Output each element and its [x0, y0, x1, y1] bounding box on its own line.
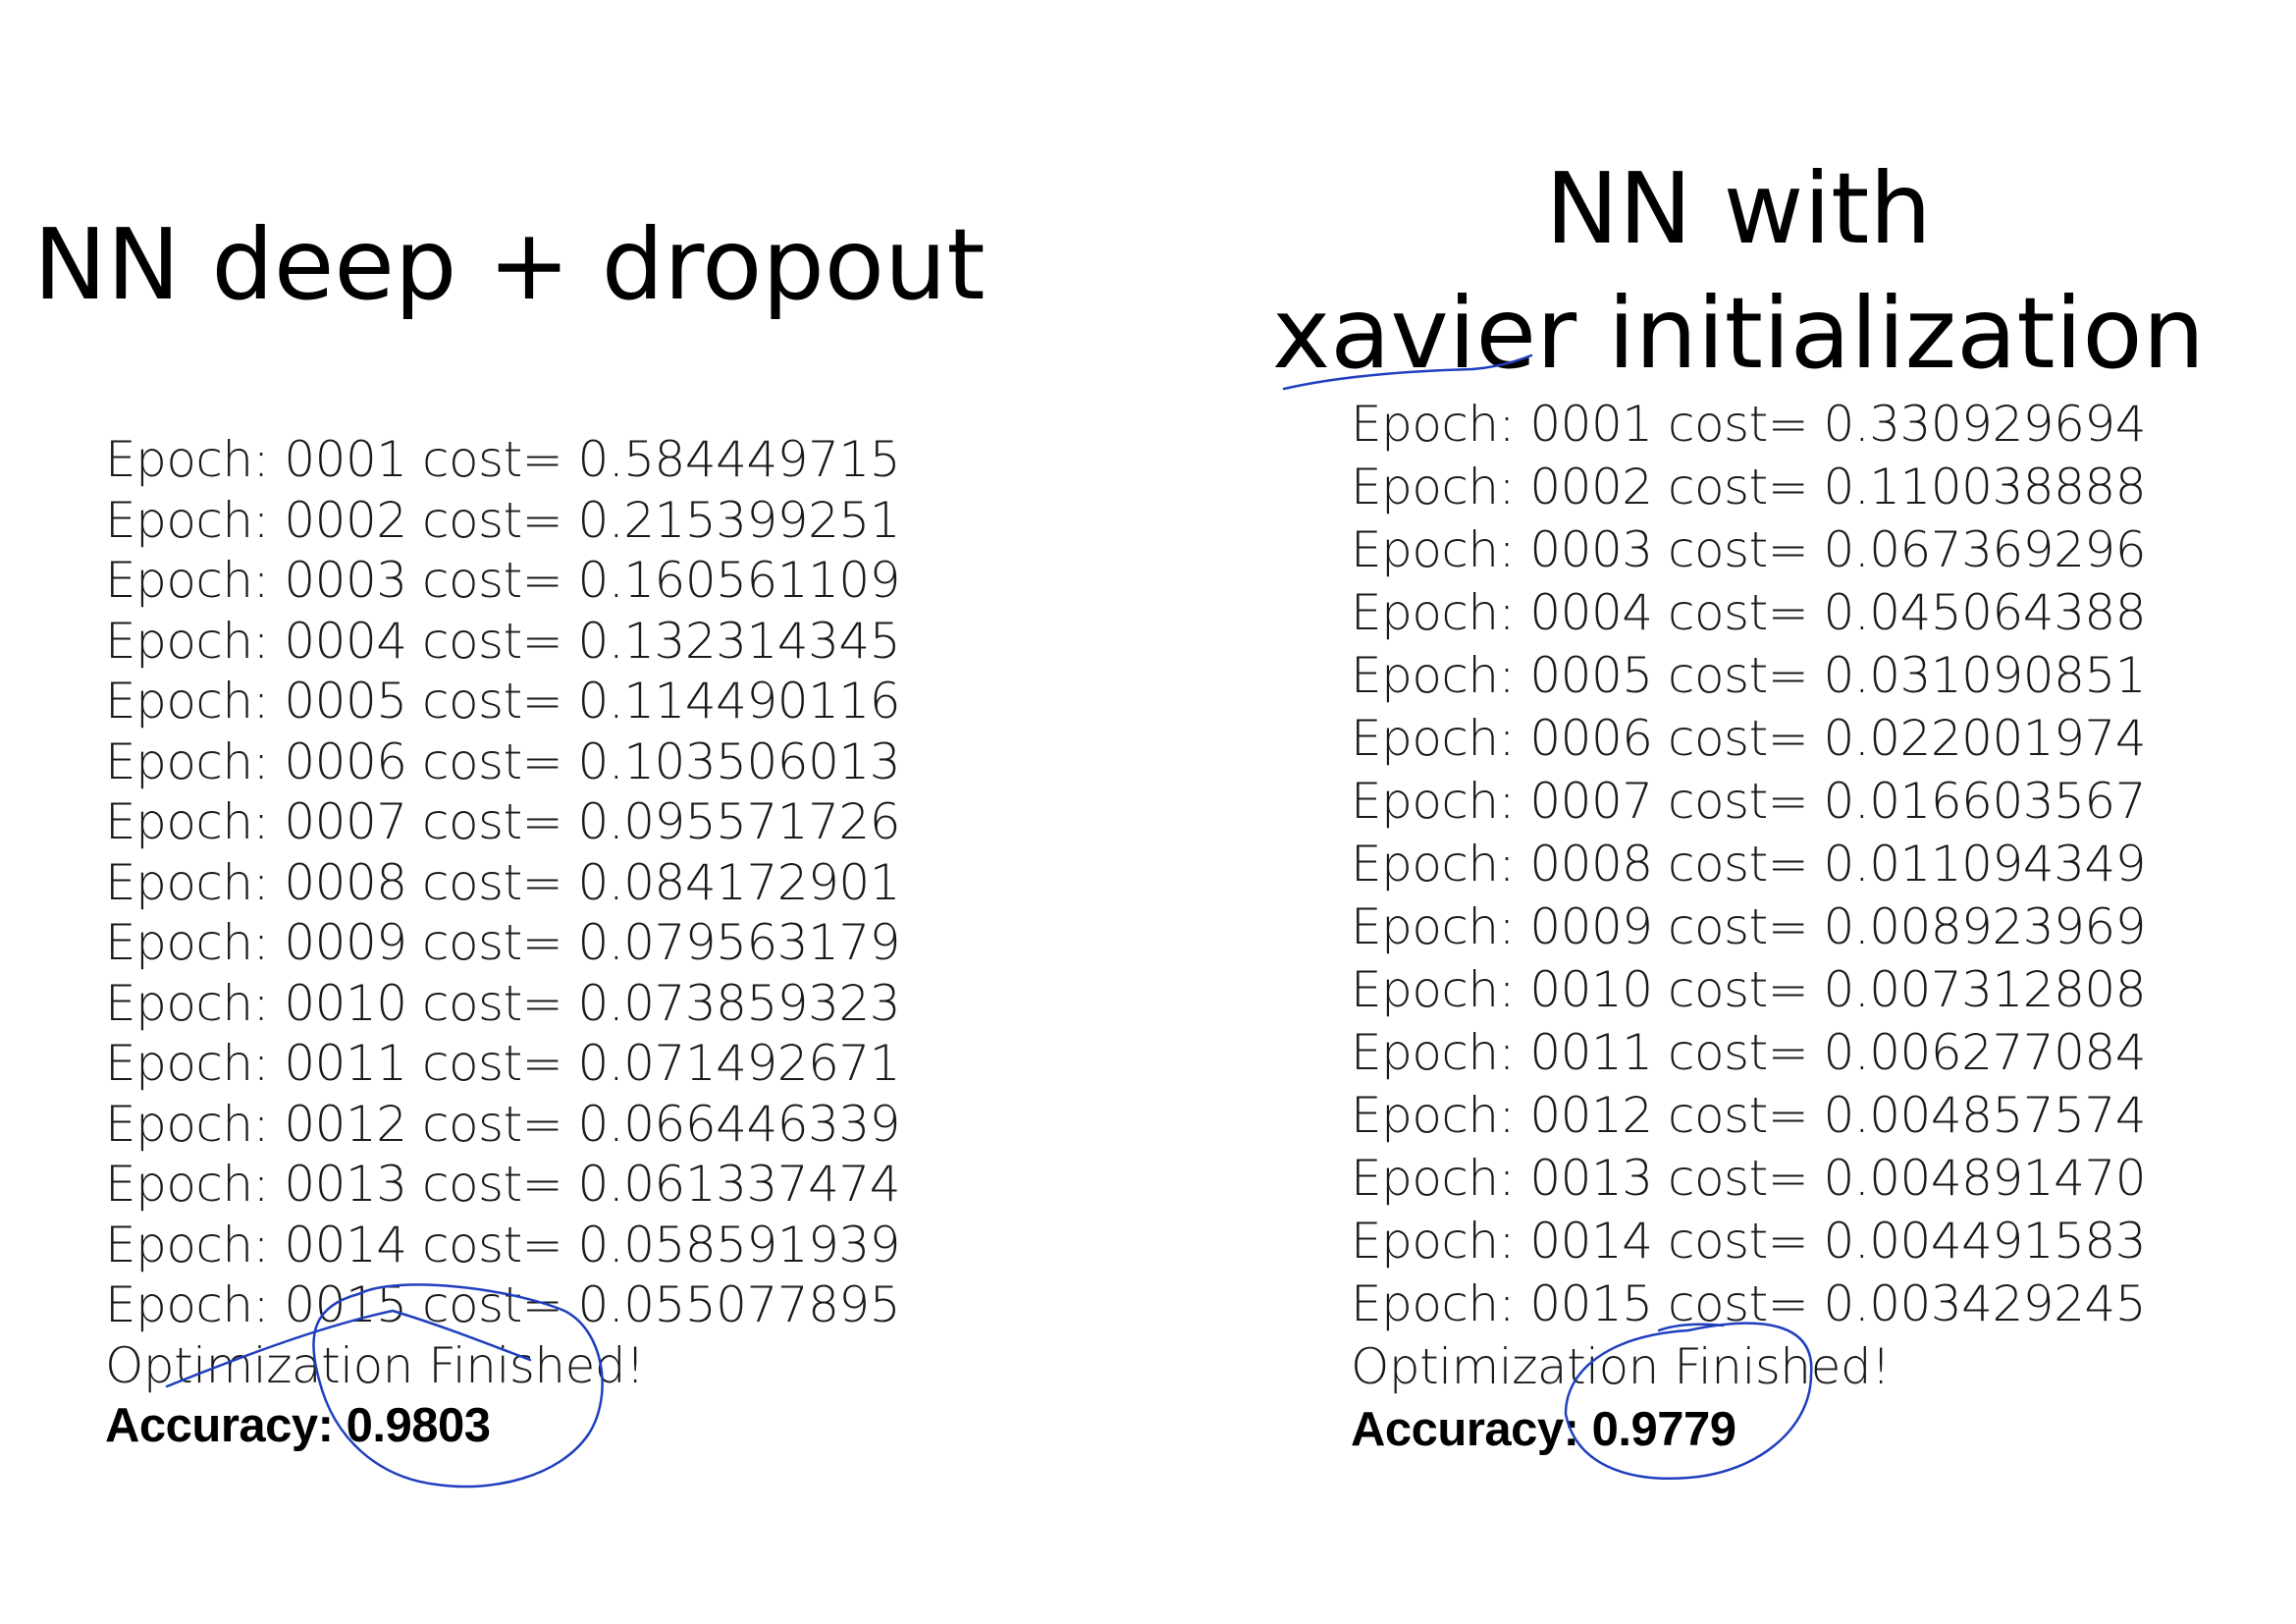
optimization-finished-text: Optimization Finished! — [1351, 1338, 1891, 1395]
epoch-line: Epoch: 0013 cost= 0.061337474 — [105, 1156, 901, 1213]
epoch-line: Epoch: 0003 cost= 0.160561109 — [105, 552, 901, 609]
right-panel-title-line1: NN with — [1545, 151, 1932, 266]
epoch-line: Epoch: 0004 cost= 0.132314345 — [105, 612, 901, 670]
epoch-line: Epoch: 0010 cost= 0.007312808 — [1351, 961, 2147, 1018]
right-panel-title-line2: xavier initialization — [1272, 276, 2205, 391]
left-training-log: Epoch: 0001 cost= 0.584449715 Epoch: 000… — [105, 430, 901, 1457]
epoch-line: Epoch: 0005 cost= 0.031090851 — [1351, 647, 2147, 704]
epoch-line: Epoch: 0012 cost= 0.066446339 — [105, 1095, 901, 1153]
epoch-line: Epoch: 0003 cost= 0.067369296 — [1351, 521, 2147, 578]
epoch-line: Epoch: 0007 cost= 0.016603567 — [1351, 773, 2147, 830]
epoch-line: Epoch: 0014 cost= 0.058591939 — [105, 1216, 901, 1273]
epoch-line: Epoch: 0007 cost= 0.095571726 — [105, 793, 901, 850]
epoch-line: Epoch: 0013 cost= 0.004891470 — [1351, 1150, 2147, 1207]
epoch-line: Epoch: 0008 cost= 0.011094349 — [1351, 836, 2147, 893]
epoch-line: Epoch: 0006 cost= 0.103506013 — [105, 732, 901, 790]
optimization-finished-text: Optimization Finished! — [105, 1336, 645, 1394]
epoch-line: Epoch: 0008 cost= 0.084172901 — [105, 853, 901, 911]
left-panel-title: NN deep + dropout — [33, 207, 986, 322]
epoch-line: Epoch: 0002 cost= 0.110038888 — [1351, 459, 2147, 515]
epoch-line: Epoch: 0011 cost= 0.006277084 — [1351, 1024, 2147, 1081]
accuracy-result: Accuracy: 0.9779 — [1351, 1403, 1736, 1456]
epoch-line: Epoch: 0015 cost= 0.055077895 — [105, 1276, 901, 1333]
epoch-line: Epoch: 0015 cost= 0.003429245 — [1351, 1275, 2147, 1332]
epoch-line: Epoch: 0004 cost= 0.045064388 — [1351, 584, 2147, 641]
epoch-line: Epoch: 0009 cost= 0.079563179 — [105, 914, 901, 971]
epoch-line: Epoch: 0001 cost= 0.584449715 — [105, 431, 901, 488]
epoch-line: Epoch: 0001 cost= 0.330929694 — [1351, 396, 2147, 453]
accuracy-result: Accuracy: 0.9803 — [105, 1399, 491, 1452]
epoch-line: Epoch: 0011 cost= 0.071492671 — [105, 1035, 901, 1092]
right-training-log: Epoch: 0001 cost= 0.330929694 Epoch: 000… — [1351, 393, 2147, 1461]
epoch-line: Epoch: 0006 cost= 0.022001974 — [1351, 710, 2147, 767]
epoch-line: Epoch: 0012 cost= 0.004857574 — [1351, 1087, 2147, 1144]
epoch-line: Epoch: 0014 cost= 0.004491583 — [1351, 1213, 2147, 1270]
epoch-line: Epoch: 0002 cost= 0.215399251 — [105, 491, 901, 549]
epoch-line: Epoch: 0010 cost= 0.073859323 — [105, 974, 901, 1032]
epoch-line: Epoch: 0005 cost= 0.114490116 — [105, 673, 901, 730]
epoch-line: Epoch: 0009 cost= 0.008923969 — [1351, 898, 2147, 955]
